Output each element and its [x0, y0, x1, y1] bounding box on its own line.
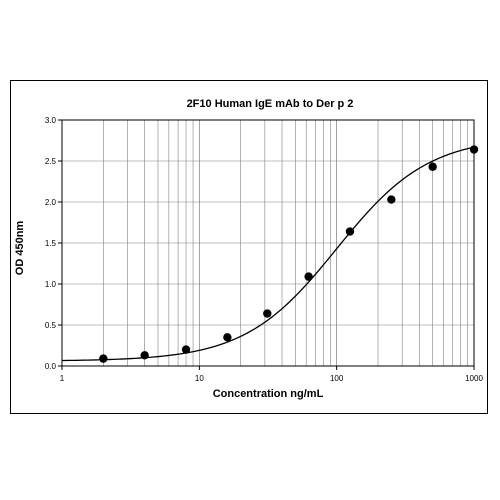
chart-frame	[10, 80, 488, 414]
y-tick-label: 3.0	[45, 116, 57, 125]
y-tick-label: 2.0	[45, 198, 57, 207]
x-axis-ticks: 1 10 100 1000	[60, 366, 483, 383]
y-tick-label: 0.0	[45, 362, 57, 371]
data-point	[345, 227, 355, 236]
data-point	[469, 145, 479, 154]
data-point	[181, 345, 191, 354]
x-axis-label: Concentration ng/mL	[212, 388, 324, 400]
x-tick-label: 10	[195, 374, 204, 383]
fit-curve	[61, 146, 475, 362]
y-tick-label: 2.5	[45, 157, 57, 166]
y-axis-ticks: 0.0 0.5 1.0 1.5 2.0 2.5 3.0	[45, 116, 62, 371]
grid-lines	[62, 119, 475, 366]
data-points	[99, 145, 479, 363]
data-point	[223, 333, 232, 342]
y-tick-label: 1.5	[45, 239, 57, 248]
x-tick-label: 1	[60, 374, 65, 383]
y-tick-label: 0.5	[45, 321, 57, 330]
x-tick-label: 1000	[465, 374, 483, 383]
data-point	[263, 309, 272, 318]
chart-title: 2F10 Human IgE mAb to Der p 2	[186, 98, 354, 110]
data-point	[428, 162, 437, 171]
data-point	[140, 351, 149, 360]
x-tick-label: 100	[330, 374, 344, 383]
data-point	[387, 195, 396, 204]
data-point	[99, 354, 108, 363]
data-point	[304, 272, 313, 281]
y-tick-label: 1.0	[45, 280, 57, 289]
